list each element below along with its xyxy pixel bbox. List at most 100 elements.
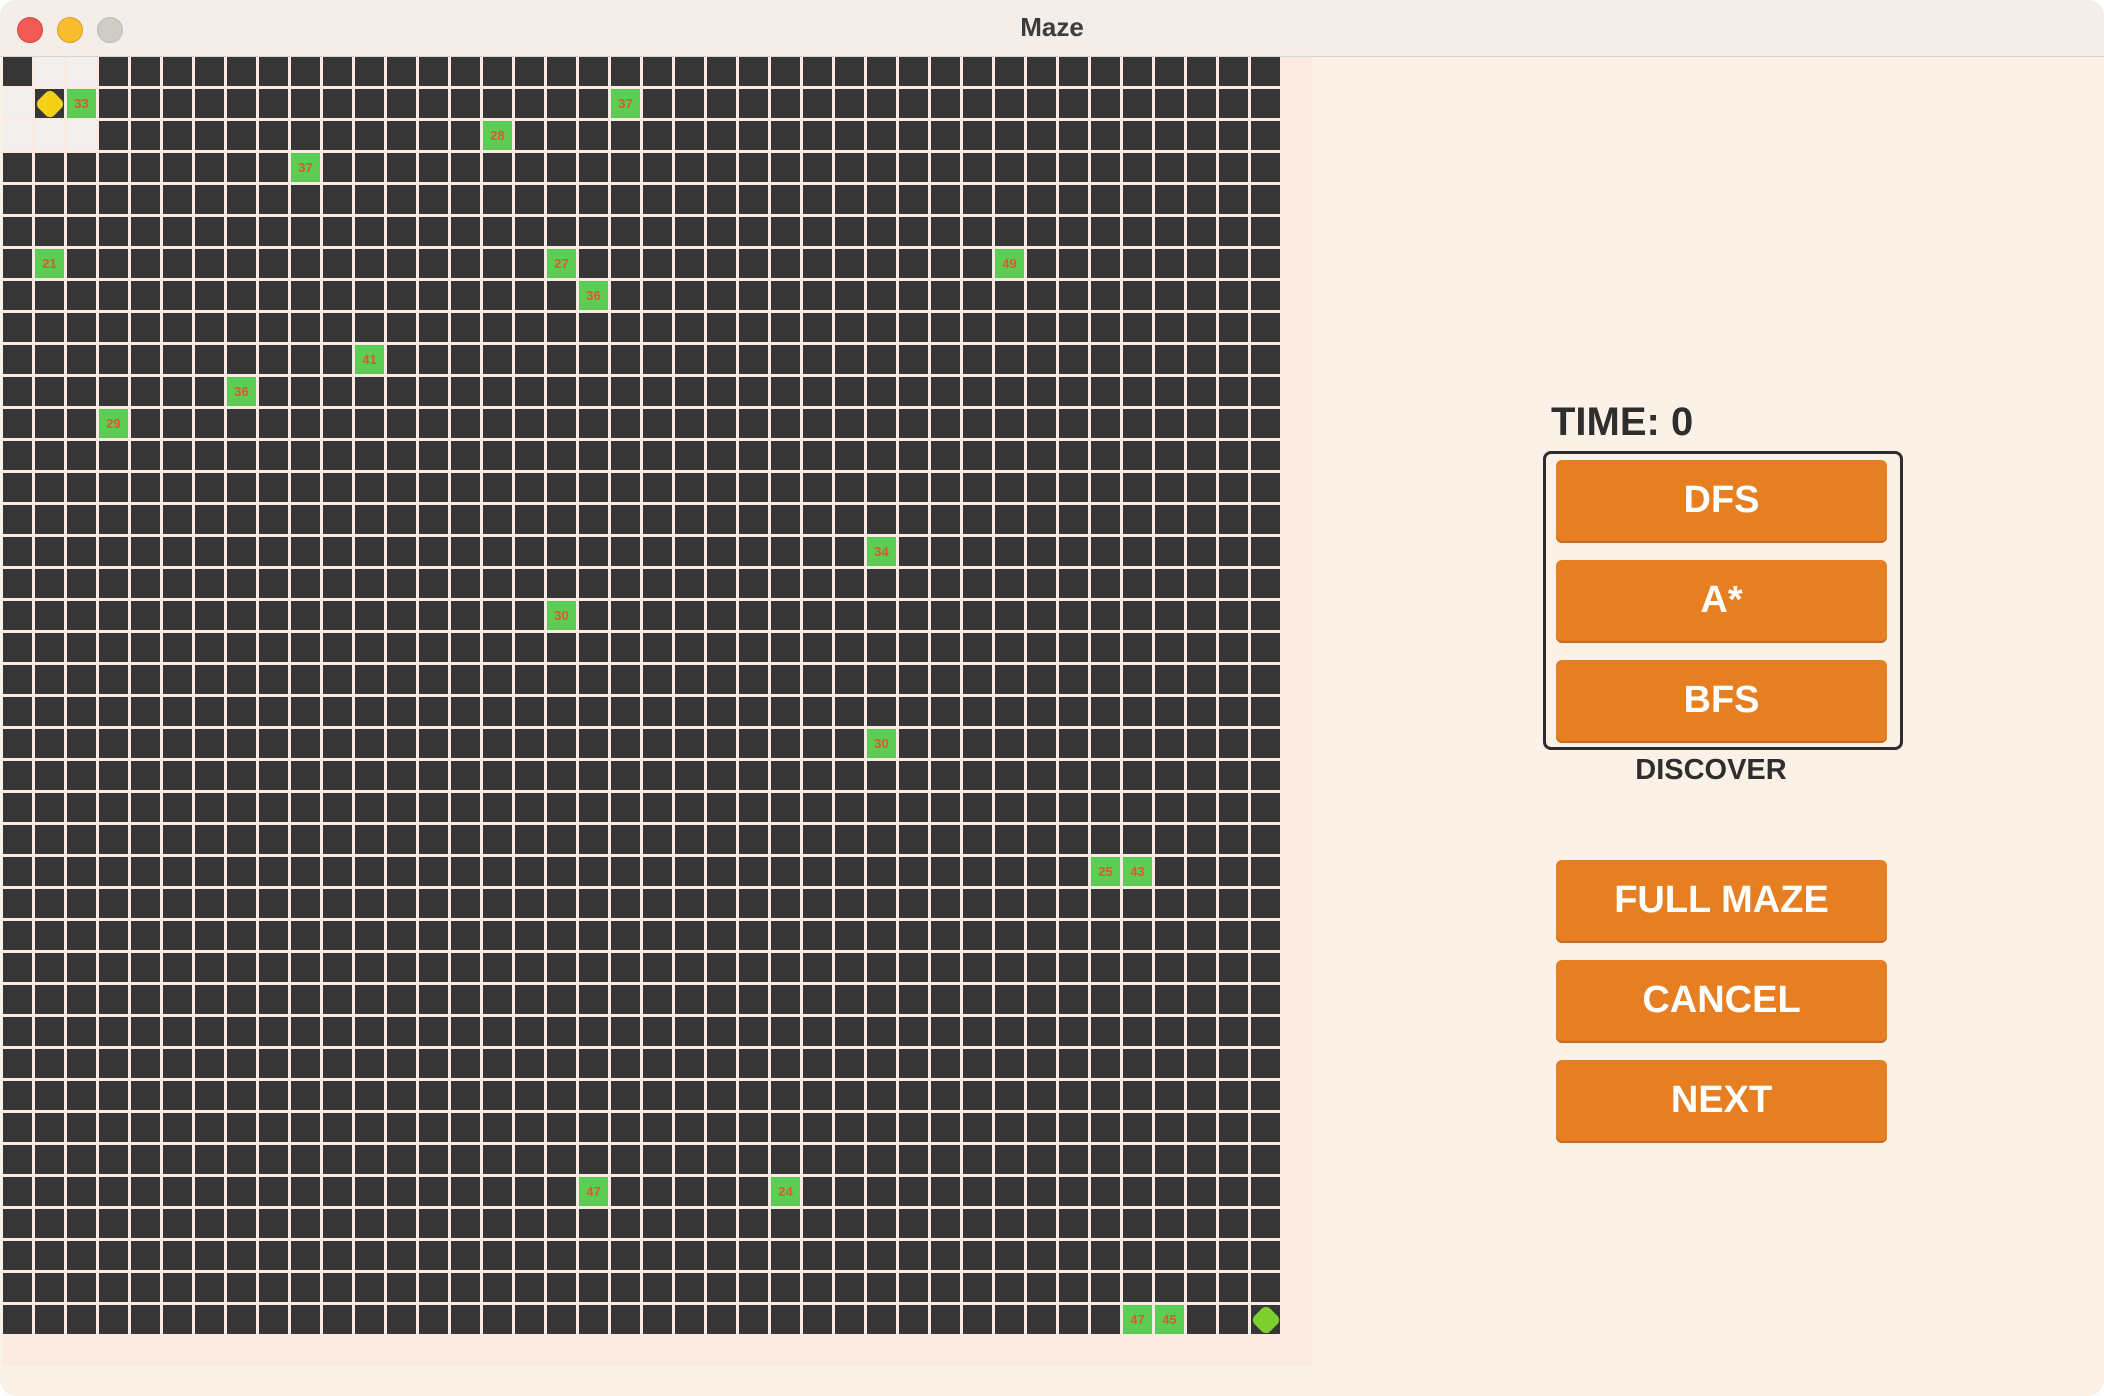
maze-cell: [1251, 217, 1280, 246]
discover-label: DISCOVER: [1635, 754, 1787, 786]
maze-cell: [195, 1241, 224, 1270]
maze-cell: [643, 857, 672, 886]
maze-cell: [739, 921, 768, 950]
maze-cell: [67, 1305, 96, 1334]
maze-cell: [355, 1241, 384, 1270]
cost-tile: 28: [483, 121, 512, 150]
bfs-button[interactable]: BFS: [1556, 660, 1887, 741]
maze-cell: [195, 889, 224, 918]
maze-cell: [643, 793, 672, 822]
maze-cell: [771, 313, 800, 342]
maze-cell: [579, 505, 608, 534]
dfs-button[interactable]: DFS: [1556, 460, 1887, 541]
maze-cell: [867, 633, 896, 662]
maze-cell: [1251, 185, 1280, 214]
maze-cell: [611, 1273, 640, 1302]
maze-cell: [1155, 473, 1184, 502]
maze-cell: [771, 921, 800, 950]
maze-cell: [931, 1241, 960, 1270]
maze-cell: [547, 441, 576, 470]
maze-cell: [1123, 1081, 1152, 1110]
maze-cell: [227, 441, 256, 470]
maze-cell: [195, 601, 224, 630]
maze-cell: [355, 633, 384, 662]
maze-cell: [451, 921, 480, 950]
cancel-button[interactable]: CANCEL: [1556, 960, 1887, 1041]
maze-cell: [35, 697, 64, 726]
maze-cell: [99, 57, 128, 86]
maze-cell: [1219, 217, 1248, 246]
maze-cell: [867, 665, 896, 694]
maze-cell: [899, 505, 928, 534]
maze-cell: [1251, 441, 1280, 470]
maze-cell: [131, 1241, 160, 1270]
maze-cell: [739, 473, 768, 502]
maze-cell: [483, 857, 512, 886]
maze-cell: [547, 1273, 576, 1302]
maze-cell: [419, 761, 448, 790]
maze-cell: [675, 1177, 704, 1206]
maze-cell: [707, 153, 736, 182]
maze-cell: [1187, 601, 1216, 630]
maze-cell: [1091, 1113, 1120, 1142]
maze-cell: [67, 185, 96, 214]
next-button[interactable]: NEXT: [1556, 1060, 1887, 1141]
maze-cell: [35, 1273, 64, 1302]
minimize-window-button[interactable]: [57, 17, 83, 43]
maze-cell: [1155, 537, 1184, 566]
maze-cell: [771, 345, 800, 374]
zoom-window-button[interactable]: [97, 17, 123, 43]
maze-cell: [483, 505, 512, 534]
maze-cell: [707, 377, 736, 406]
maze-cell: [99, 217, 128, 246]
maze-cell: [291, 313, 320, 342]
title-bar: Maze: [0, 0, 2104, 57]
maze-cell: [867, 761, 896, 790]
maze-cell: [1251, 153, 1280, 182]
maze-cell: [963, 473, 992, 502]
maze-cell: [3, 569, 32, 598]
maze-cell: [1187, 537, 1216, 566]
astar-button[interactable]: A*: [1556, 560, 1887, 641]
maze-grid[interactable]: 33 37 28 37 21 27 49 36 41 36 29 34 30 30 25 43 47 24 47 45: [3, 57, 1312, 1366]
maze-cell: [259, 889, 288, 918]
maze-cell: [163, 697, 192, 726]
maze-cell: [579, 601, 608, 630]
maze-cell: [931, 953, 960, 982]
maze-cell: [643, 57, 672, 86]
maze-cell: [355, 121, 384, 150]
maze-cell: [131, 1209, 160, 1238]
maze-cell: [963, 729, 992, 758]
maze-cell: [451, 377, 480, 406]
full-maze-button[interactable]: FULL MAZE: [1556, 860, 1887, 941]
maze-cell: [291, 377, 320, 406]
maze-cell: [611, 1145, 640, 1174]
maze-cell: [1123, 121, 1152, 150]
maze-cell: [771, 889, 800, 918]
maze-cell: [3, 1145, 32, 1174]
maze-cell: [1123, 89, 1152, 118]
maze-cell: [995, 1113, 1024, 1142]
maze-cell: [1219, 1305, 1248, 1334]
maze-cell: [163, 473, 192, 502]
maze-cell: [227, 505, 256, 534]
maze-cell: [1187, 473, 1216, 502]
close-window-button[interactable]: [17, 17, 43, 43]
maze-cell: [547, 377, 576, 406]
maze-cell: [1123, 921, 1152, 950]
maze-cell: [3, 377, 32, 406]
maze-cell: [675, 505, 704, 534]
maze-cell: [931, 857, 960, 886]
maze-cell: [931, 665, 960, 694]
maze-cell: [1251, 537, 1280, 566]
maze-cell: [707, 825, 736, 854]
cost-tile: 29: [99, 409, 128, 438]
maze-cell: [291, 921, 320, 950]
maze-cell: [259, 633, 288, 662]
maze-cell: [1219, 729, 1248, 758]
maze-cell: [387, 377, 416, 406]
maze-cell: [3, 409, 32, 438]
maze-cell: [675, 281, 704, 310]
maze-cell: [1123, 409, 1152, 438]
maze-cell: [707, 1081, 736, 1110]
